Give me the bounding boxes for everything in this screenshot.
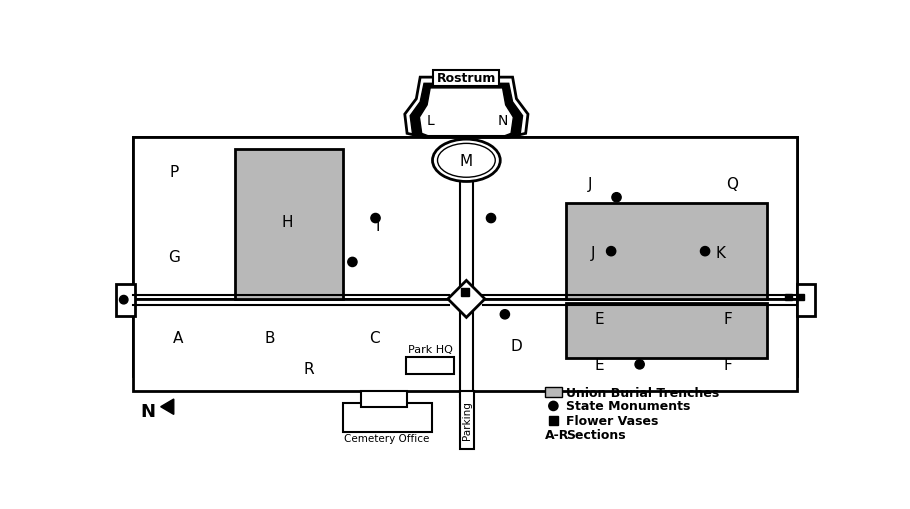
Ellipse shape	[432, 140, 501, 182]
Circle shape	[549, 402, 558, 411]
Bar	[545, 388, 561, 398]
Polygon shape	[420, 89, 513, 136]
Text: M: M	[460, 154, 473, 168]
Bar	[361, 391, 407, 407]
Text: N: N	[141, 402, 156, 420]
Bar	[566, 203, 766, 299]
Bar	[406, 357, 454, 374]
Text: R: R	[303, 361, 314, 376]
Text: K: K	[715, 246, 725, 261]
Bar	[116, 284, 135, 316]
Circle shape	[119, 296, 128, 304]
Text: J: J	[587, 177, 592, 191]
Polygon shape	[161, 399, 174, 415]
Text: Park HQ: Park HQ	[408, 344, 452, 354]
Text: E: E	[595, 311, 604, 326]
Text: Sections: Sections	[566, 428, 626, 441]
Text: C: C	[369, 330, 379, 345]
Text: A-R: A-R	[545, 428, 570, 441]
Bar	[566, 303, 766, 358]
Ellipse shape	[438, 144, 495, 178]
Text: P: P	[169, 165, 178, 180]
Circle shape	[371, 214, 380, 223]
Text: G: G	[167, 249, 179, 265]
Bar	[549, 416, 558, 426]
Polygon shape	[405, 78, 528, 138]
Text: L: L	[426, 114, 434, 128]
Circle shape	[635, 360, 644, 369]
Text: H: H	[281, 215, 293, 230]
Text: E: E	[595, 357, 604, 372]
Circle shape	[612, 193, 622, 203]
Bar	[460, 182, 472, 288]
Bar	[461, 289, 469, 296]
Polygon shape	[410, 84, 522, 136]
Text: Q: Q	[726, 177, 738, 191]
Text: Parking: Parking	[462, 401, 472, 439]
Text: F: F	[723, 311, 733, 326]
Bar	[785, 294, 792, 301]
Bar	[133, 138, 797, 299]
Text: State Monuments: State Monuments	[566, 400, 691, 413]
Circle shape	[701, 247, 710, 256]
Text: I: I	[376, 219, 380, 234]
Text: Flower Vases: Flower Vases	[566, 414, 659, 427]
Text: Rostrum: Rostrum	[437, 72, 496, 85]
Circle shape	[501, 310, 510, 319]
Text: Cemetery Office: Cemetery Office	[344, 433, 430, 443]
Bar	[460, 307, 472, 398]
Bar	[133, 299, 797, 391]
Polygon shape	[448, 281, 485, 318]
Circle shape	[486, 214, 496, 223]
Bar	[433, 71, 499, 87]
Text: B: B	[265, 330, 276, 345]
Text: N: N	[498, 114, 508, 128]
Bar	[133, 138, 797, 376]
Text: J: J	[592, 246, 596, 261]
Circle shape	[348, 258, 357, 267]
Text: Union Burial Trenches: Union Burial Trenches	[566, 386, 720, 399]
Bar	[797, 284, 815, 316]
Text: A: A	[172, 330, 183, 345]
Bar	[236, 150, 343, 299]
Text: F: F	[723, 357, 733, 372]
Bar	[343, 403, 431, 432]
Bar	[460, 391, 474, 449]
Circle shape	[606, 247, 616, 256]
Text: D: D	[511, 338, 522, 353]
Bar	[797, 294, 804, 301]
